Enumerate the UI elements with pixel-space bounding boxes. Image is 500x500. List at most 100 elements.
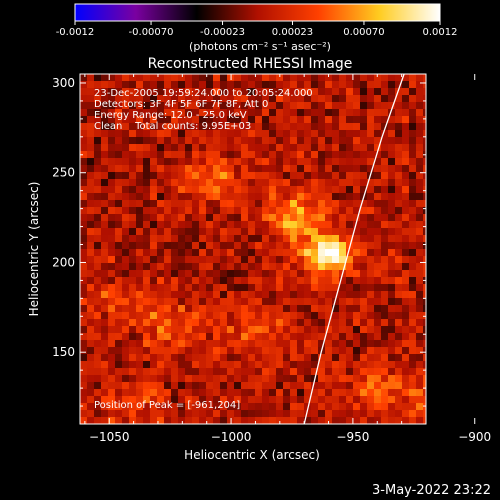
heatmap-cell [108, 417, 116, 424]
heatmap-cell [241, 123, 249, 131]
heatmap-cell [150, 333, 158, 341]
heatmap-cell [367, 228, 375, 236]
heatmap-cell [157, 193, 165, 201]
heatmap-cell [423, 109, 426, 117]
heatmap-cell [297, 130, 305, 138]
heatmap-cell [143, 354, 151, 362]
heatmap-cell [115, 193, 123, 201]
heatmap-cell [325, 256, 333, 264]
heatmap-cell [381, 333, 389, 341]
heatmap-cell [409, 249, 417, 257]
heatmap-cell [388, 361, 396, 369]
heatmap-cell [367, 186, 375, 194]
heatmap-cell [143, 249, 151, 257]
heatmap-cell [108, 375, 116, 383]
heatmap-cell [409, 109, 417, 117]
heatmap-cell [304, 144, 312, 152]
heatmap-cell [269, 305, 277, 313]
heatmap-cell [360, 102, 368, 110]
heatmap-cell [423, 312, 426, 320]
heatmap-cell [220, 347, 228, 355]
heatmap-cell [304, 291, 312, 299]
heatmap-cell [290, 102, 298, 110]
solar-limb-curve [303, 74, 405, 424]
heatmap-cell [101, 95, 109, 103]
heatmap-cell [80, 172, 88, 180]
heatmap-cell [276, 256, 284, 264]
heatmap-cell [395, 74, 403, 82]
heatmap-cell [402, 95, 410, 103]
heatmap-cell [206, 410, 214, 418]
heatmap-cell [416, 116, 424, 124]
heatmap-cell [143, 151, 151, 159]
heatmap-cell [185, 382, 193, 390]
heatmap-cell [101, 298, 109, 306]
heatmap-cell [143, 333, 151, 341]
heatmap-cell [283, 200, 291, 208]
heatmap-cell [227, 165, 235, 173]
heatmap-cell [178, 375, 186, 383]
heatmap-cell [129, 193, 137, 201]
heatmap-cell [346, 172, 354, 180]
heatmap-cell [178, 298, 186, 306]
heatmap-cell [178, 333, 186, 341]
heatmap-cell [101, 263, 109, 271]
heatmap-cell [129, 200, 137, 208]
heatmap-cell [234, 235, 242, 243]
heatmap-cell [129, 354, 137, 362]
heatmap-cell [220, 95, 228, 103]
heatmap-cell [318, 186, 326, 194]
heatmap-cell [360, 403, 368, 411]
heatmap-cell [164, 151, 172, 159]
heatmap-cell [150, 284, 158, 292]
heatmap-cell [318, 368, 326, 376]
heatmap-cell [374, 326, 382, 334]
heatmap-cell [374, 410, 382, 418]
heatmap-cell [220, 242, 228, 250]
heatmap-cell [80, 256, 88, 264]
heatmap-cell [255, 81, 263, 89]
heatmap-cell [332, 368, 340, 376]
heatmap-cell [339, 319, 347, 327]
heatmap-cell [150, 403, 158, 411]
heatmap-cell [192, 235, 200, 243]
heatmap-cell [395, 284, 403, 292]
heatmap-cell [199, 389, 207, 397]
heatmap-cell [192, 312, 200, 320]
heatmap-cell [311, 270, 319, 278]
heatmap-cell [381, 123, 389, 131]
heatmap-cell [367, 221, 375, 229]
heatmap-cell [157, 151, 165, 159]
heatmap-cell [248, 291, 256, 299]
heatmap-cell [178, 284, 186, 292]
heatmap-cell [304, 249, 312, 257]
heatmap-cell [353, 151, 361, 159]
heatmap-cell [297, 361, 305, 369]
heatmap-cell [234, 312, 242, 320]
heatmap-cell [290, 396, 298, 404]
heatmap-cell [178, 263, 186, 271]
heatmap-cell [164, 207, 172, 215]
heatmap-cell [150, 305, 158, 313]
heatmap-cell [108, 410, 116, 418]
heatmap-cell [402, 200, 410, 208]
heatmap-cell [129, 298, 137, 306]
heatmap-cell [311, 116, 319, 124]
heatmap-cell [339, 284, 347, 292]
heatmap-cell [360, 361, 368, 369]
heatmap-cell [199, 88, 207, 96]
heatmap-cell [80, 396, 88, 404]
heatmap-cell [129, 144, 137, 152]
heatmap-cell [255, 277, 263, 285]
heatmap-cell [220, 88, 228, 96]
heatmap-cell [353, 347, 361, 355]
heatmap-cell [346, 186, 354, 194]
heatmap-cell [304, 207, 312, 215]
heatmap-cell [122, 235, 130, 243]
heatmap-cell [283, 319, 291, 327]
heatmap-cell [164, 417, 172, 424]
heatmap-cell [374, 417, 382, 424]
heatmap-cell [101, 277, 109, 285]
heatmap-cell [339, 312, 347, 320]
heatmap-cell [108, 207, 116, 215]
